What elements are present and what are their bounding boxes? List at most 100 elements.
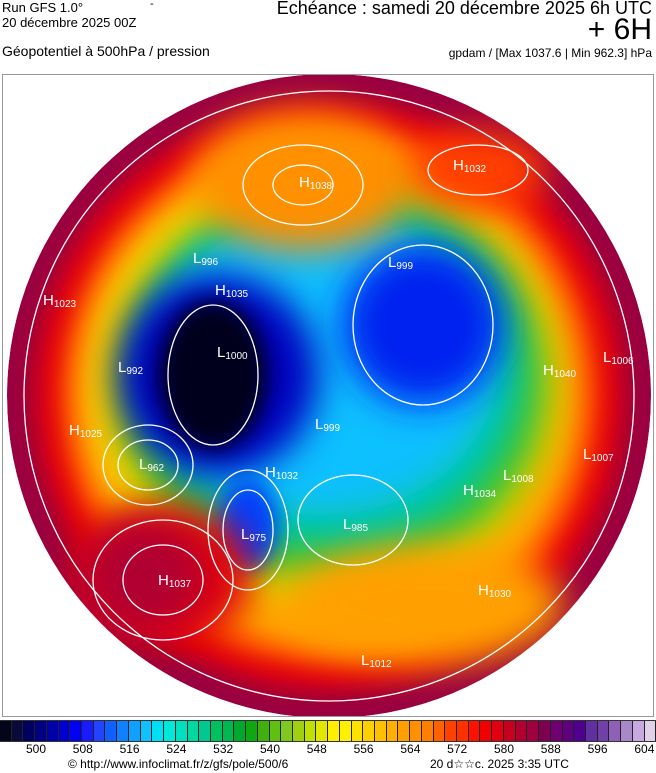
color-scale-cell [621, 721, 633, 741]
low-pressure-center: L1006 [603, 350, 634, 369]
color-scale-cell [93, 721, 106, 741]
low-pressure-center: L1012 [361, 653, 392, 672]
map-frame: H1038 H1032 H1023 L996 H1035 L999 L1000 L992 H10… [2, 74, 654, 717]
center-value: 1030 [488, 589, 512, 600]
copyright-link[interactable]: © http://www.infoclimat.fr/z/gfs/pole/50… [68, 757, 289, 771]
color-scale-tick: 540 [259, 742, 281, 756]
color-scale-cell [128, 721, 141, 741]
color-scale-tick: 564 [400, 742, 421, 756]
high-pressure-center: H1034 [463, 483, 496, 502]
high-pressure-center: H1030 [478, 583, 511, 602]
color-scale-cell [480, 721, 493, 741]
color-scale-tick: 500 [25, 742, 47, 756]
high-pressure-center: H1035 [215, 283, 248, 302]
color-scale-cell [152, 721, 165, 741]
center-type: H [69, 422, 80, 439]
color-scale-cell [386, 721, 399, 741]
center-type: H [453, 157, 464, 174]
low-pressure-center: L985 [343, 517, 368, 536]
color-scale-tick: 516 [119, 742, 140, 756]
color-scale-tick: 508 [72, 742, 93, 756]
center-type: L [217, 344, 226, 361]
color-scale-cell [46, 721, 59, 741]
isobars [23, 90, 635, 702]
high-pressure-center: H1038 [299, 175, 332, 194]
low-pressure-center: L999 [315, 417, 340, 436]
color-scale-cell [23, 721, 36, 741]
center-value: 1035 [225, 289, 249, 300]
center-type: L [315, 416, 324, 433]
color-scale-cell [58, 721, 71, 741]
color-scale-cell [457, 721, 469, 741]
center-value: 1034 [473, 489, 497, 500]
center-value: 1006 [611, 356, 634, 367]
forecast-offset: + 6H [587, 13, 652, 46]
geopotential-field [7, 75, 651, 716]
center-type: H [158, 572, 169, 589]
color-scale-cell [210, 721, 223, 741]
center-value: 1037 [168, 579, 192, 590]
center-value: 975 [249, 533, 267, 544]
low-pressure-center: L996 [193, 251, 218, 270]
center-type: L [361, 652, 370, 669]
center-type: L [118, 359, 127, 376]
separator-dash: - [150, 0, 154, 10]
center-type: H [265, 464, 276, 481]
center-type: H [463, 482, 474, 499]
color-scale-cell [82, 721, 94, 741]
generation-timestamp: 20 d☆☆c. 2025 3:35 UTC [430, 757, 569, 771]
high-pressure-center: H1025 [69, 423, 102, 442]
color-scale-bar [0, 720, 656, 742]
high-pressure-center: H1032 [453, 158, 486, 177]
color-scale-cell [328, 721, 340, 741]
center-type: H [215, 282, 226, 299]
color-scale-cell [550, 721, 563, 741]
color-scale-cell [398, 721, 411, 741]
high-pressure-center: H1023 [43, 293, 76, 312]
color-scale-tick: 580 [493, 742, 515, 756]
color-scale-cell [164, 721, 176, 741]
color-scale-cell [222, 721, 235, 741]
color-scale-cell [363, 721, 375, 741]
color-scale-cell [292, 721, 305, 741]
color-scale-cell [562, 721, 575, 741]
center-type: L [388, 254, 397, 271]
color-scale-cell [339, 721, 352, 741]
color-scale-cell [421, 721, 434, 741]
color-scale-cell [433, 721, 446, 741]
color-scale-cell [539, 721, 551, 741]
color-scale-cell [199, 721, 211, 741]
low-pressure-center: L1007 [583, 447, 614, 466]
low-pressure-center: L1008 [503, 468, 534, 487]
center-value: 1040 [553, 369, 577, 380]
low-pressure-center: L992 [118, 360, 143, 379]
center-value: 1038 [309, 181, 333, 192]
color-scale-tick: 604 [634, 742, 655, 756]
center-type: H [299, 174, 310, 191]
forecast-valid-time: Echéance : samedi 20 décembre 2025 6h UT… [276, 0, 652, 18]
center-value: 999 [323, 423, 341, 434]
color-scale-cell [105, 721, 118, 741]
center-value: 996 [201, 257, 219, 268]
color-scale-cell [351, 721, 364, 741]
center-value: 1032 [275, 471, 299, 482]
run-date: 20 décembre 2025 00Z [2, 15, 137, 30]
high-pressure-center: H1037 [158, 573, 191, 592]
center-type: L [503, 467, 512, 484]
color-scale-cell [445, 721, 458, 741]
color-scale-cell [375, 721, 387, 741]
color-scale-cell [410, 721, 422, 741]
low-pressure-center: L962 [139, 457, 164, 476]
units-range: gpdam / [Max 1037.6 | Min 962.3] hPa [448, 46, 652, 60]
color-scale-cell [304, 721, 317, 741]
center-value: 962 [147, 463, 165, 474]
color-scale-cell [187, 721, 200, 741]
color-scale-cell [175, 721, 188, 741]
color-scale-cell [257, 721, 270, 741]
low-pressure-center: L1000 [217, 345, 248, 364]
center-value: 1012 [369, 659, 392, 670]
color-scale-tick: 556 [353, 742, 374, 756]
high-pressure-center: H1040 [543, 363, 576, 382]
low-pressure-center: L975 [241, 527, 266, 546]
low-pressure-center: L999 [388, 255, 413, 274]
